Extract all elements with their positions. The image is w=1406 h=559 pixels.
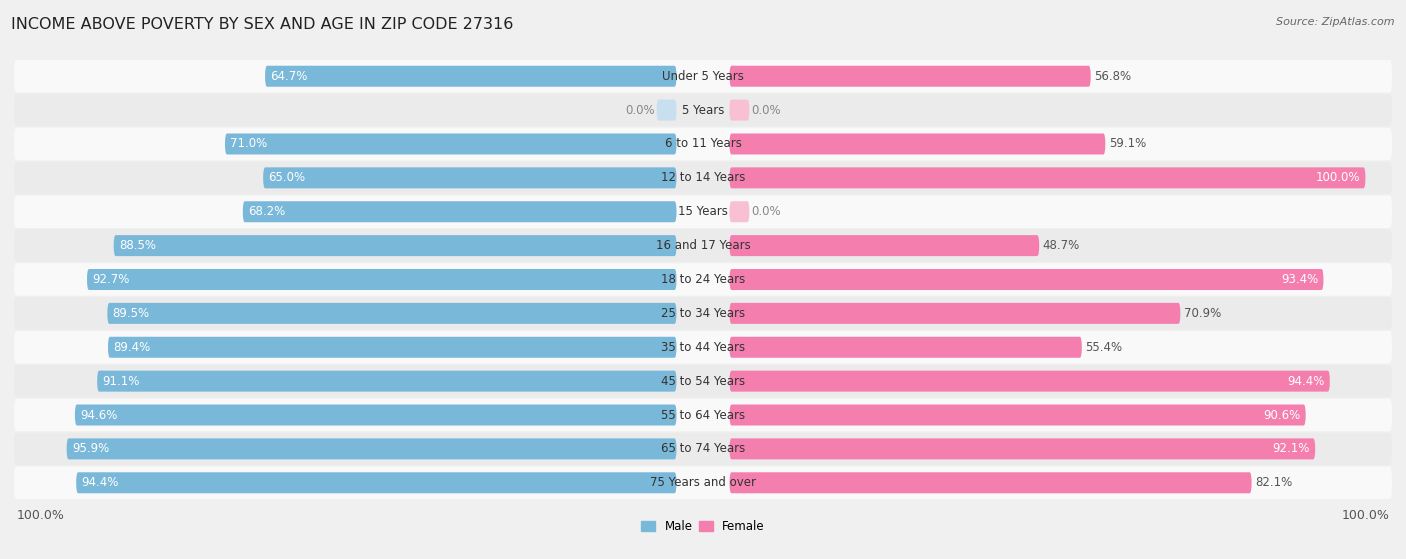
Text: 55 to 64 Years: 55 to 64 Years <box>661 409 745 421</box>
FancyBboxPatch shape <box>243 201 676 222</box>
Text: 25 to 34 Years: 25 to 34 Years <box>661 307 745 320</box>
Text: 56.8%: 56.8% <box>1094 70 1132 83</box>
FancyBboxPatch shape <box>730 269 1323 290</box>
FancyBboxPatch shape <box>107 303 676 324</box>
FancyBboxPatch shape <box>14 94 1392 126</box>
FancyBboxPatch shape <box>14 263 1392 296</box>
FancyBboxPatch shape <box>263 167 676 188</box>
FancyBboxPatch shape <box>87 269 676 290</box>
Text: 18 to 24 Years: 18 to 24 Years <box>661 273 745 286</box>
FancyBboxPatch shape <box>730 201 749 222</box>
Text: 6 to 11 Years: 6 to 11 Years <box>665 138 741 150</box>
FancyBboxPatch shape <box>66 438 676 459</box>
Text: 90.6%: 90.6% <box>1263 409 1301 421</box>
Text: 95.9%: 95.9% <box>72 442 110 456</box>
FancyBboxPatch shape <box>14 399 1392 432</box>
FancyBboxPatch shape <box>14 331 1392 363</box>
Text: 55.4%: 55.4% <box>1085 341 1122 354</box>
Text: 12 to 14 Years: 12 to 14 Years <box>661 172 745 184</box>
FancyBboxPatch shape <box>730 167 1365 188</box>
FancyBboxPatch shape <box>730 472 1251 493</box>
Text: 59.1%: 59.1% <box>1109 138 1146 150</box>
FancyBboxPatch shape <box>14 196 1392 228</box>
Text: 94.4%: 94.4% <box>82 476 120 489</box>
Text: 16 and 17 Years: 16 and 17 Years <box>655 239 751 252</box>
FancyBboxPatch shape <box>14 297 1392 330</box>
Legend: Male, Female: Male, Female <box>637 515 769 537</box>
Text: 65.0%: 65.0% <box>269 172 305 184</box>
FancyBboxPatch shape <box>114 235 676 256</box>
FancyBboxPatch shape <box>75 405 676 425</box>
FancyBboxPatch shape <box>730 405 1306 425</box>
Text: INCOME ABOVE POVERTY BY SEX AND AGE IN ZIP CODE 27316: INCOME ABOVE POVERTY BY SEX AND AGE IN Z… <box>11 17 513 32</box>
Text: 65 to 74 Years: 65 to 74 Years <box>661 442 745 456</box>
Text: 45 to 54 Years: 45 to 54 Years <box>661 375 745 387</box>
FancyBboxPatch shape <box>14 127 1392 160</box>
Text: 0.0%: 0.0% <box>751 103 780 117</box>
Text: 64.7%: 64.7% <box>270 70 308 83</box>
Text: 68.2%: 68.2% <box>247 205 285 218</box>
FancyBboxPatch shape <box>730 134 1105 154</box>
FancyBboxPatch shape <box>730 438 1315 459</box>
FancyBboxPatch shape <box>14 433 1392 465</box>
Text: 91.1%: 91.1% <box>103 375 139 387</box>
Text: Source: ZipAtlas.com: Source: ZipAtlas.com <box>1277 17 1395 27</box>
FancyBboxPatch shape <box>730 337 1081 358</box>
Text: 15 Years: 15 Years <box>678 205 728 218</box>
Text: 48.7%: 48.7% <box>1042 239 1080 252</box>
Text: 92.7%: 92.7% <box>93 273 129 286</box>
Text: 71.0%: 71.0% <box>231 138 267 150</box>
Text: 0.0%: 0.0% <box>751 205 780 218</box>
Text: 94.4%: 94.4% <box>1286 375 1324 387</box>
Text: 93.4%: 93.4% <box>1281 273 1319 286</box>
FancyBboxPatch shape <box>730 66 1091 87</box>
Text: 94.6%: 94.6% <box>80 409 118 421</box>
Text: 89.4%: 89.4% <box>114 341 150 354</box>
FancyBboxPatch shape <box>14 467 1392 499</box>
Text: 5 Years: 5 Years <box>682 103 724 117</box>
FancyBboxPatch shape <box>14 365 1392 397</box>
FancyBboxPatch shape <box>730 100 749 121</box>
FancyBboxPatch shape <box>76 472 676 493</box>
FancyBboxPatch shape <box>730 235 1039 256</box>
FancyBboxPatch shape <box>730 371 1330 392</box>
Text: 89.5%: 89.5% <box>112 307 150 320</box>
FancyBboxPatch shape <box>14 162 1392 194</box>
Text: 100.0%: 100.0% <box>1316 172 1360 184</box>
FancyBboxPatch shape <box>14 60 1392 92</box>
Text: 82.1%: 82.1% <box>1256 476 1292 489</box>
FancyBboxPatch shape <box>225 134 676 154</box>
Text: 70.9%: 70.9% <box>1184 307 1220 320</box>
FancyBboxPatch shape <box>108 337 676 358</box>
FancyBboxPatch shape <box>14 229 1392 262</box>
FancyBboxPatch shape <box>657 100 676 121</box>
Text: 75 Years and over: 75 Years and over <box>650 476 756 489</box>
Text: 88.5%: 88.5% <box>120 239 156 252</box>
FancyBboxPatch shape <box>97 371 676 392</box>
FancyBboxPatch shape <box>266 66 676 87</box>
Text: 0.0%: 0.0% <box>626 103 655 117</box>
FancyBboxPatch shape <box>730 303 1181 324</box>
Text: 35 to 44 Years: 35 to 44 Years <box>661 341 745 354</box>
Text: 92.1%: 92.1% <box>1272 442 1310 456</box>
Text: Under 5 Years: Under 5 Years <box>662 70 744 83</box>
